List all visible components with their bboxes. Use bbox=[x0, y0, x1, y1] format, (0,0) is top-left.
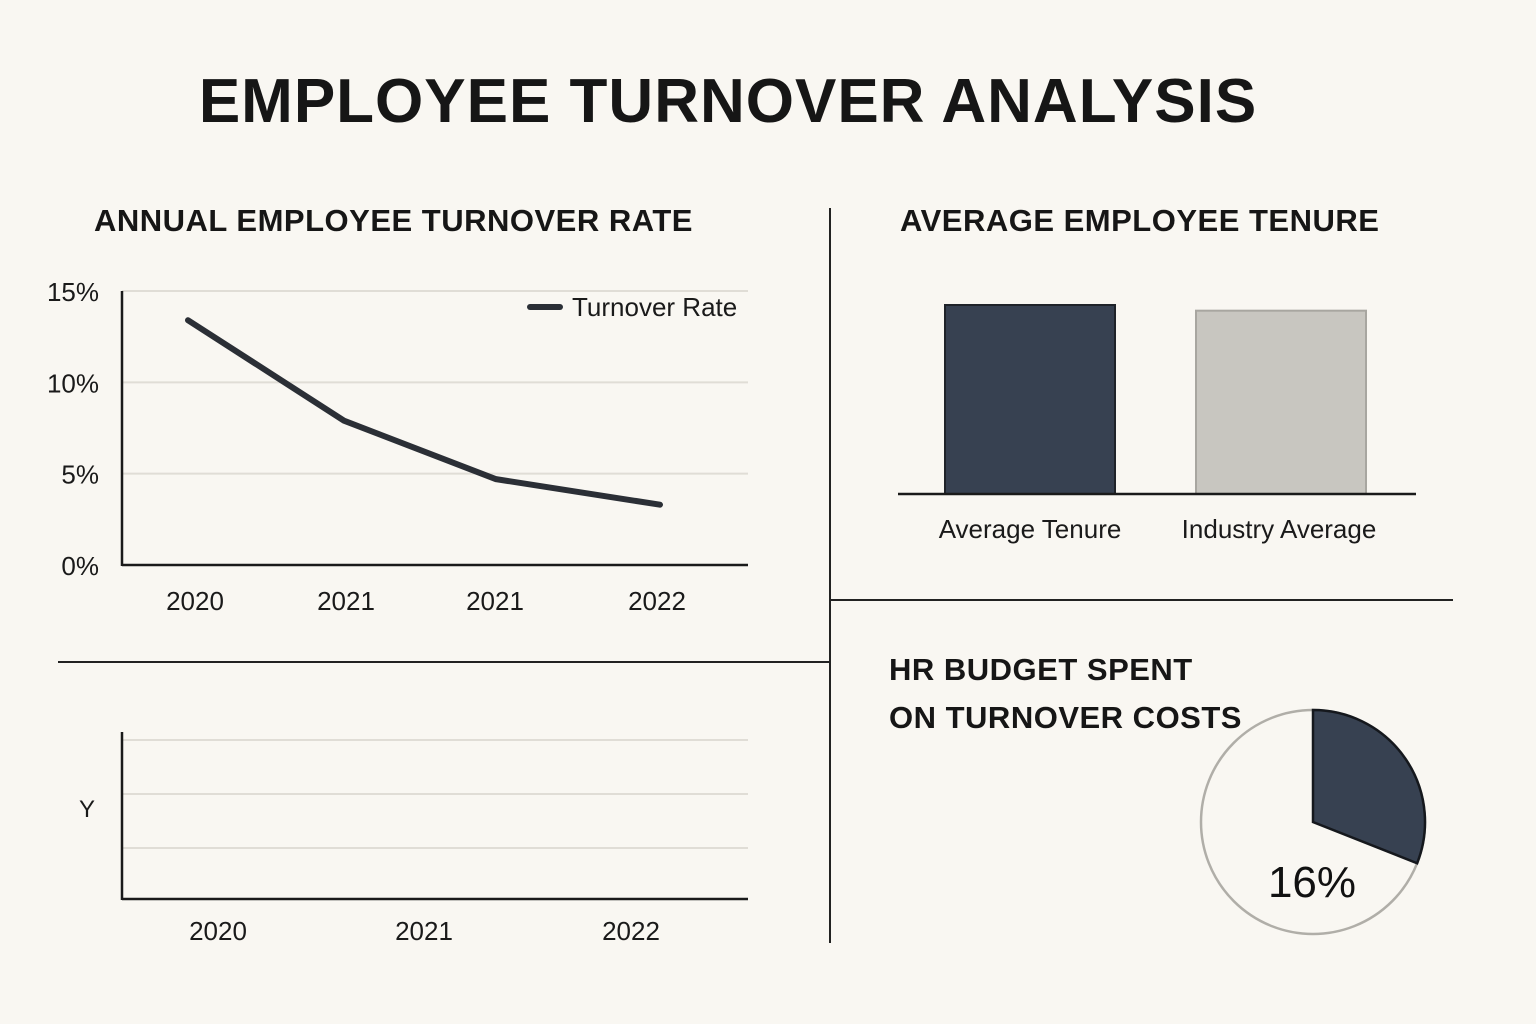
x-tick-label: 2021 bbox=[317, 586, 375, 616]
divider-left-horizontal bbox=[58, 661, 830, 663]
turnover-rate-line bbox=[185, 317, 663, 508]
bar bbox=[1195, 309, 1367, 496]
x-tick-label: 2020 bbox=[189, 916, 247, 946]
turnover-chart-title: ANNUAL EMPLOYEE TURNOVER RATE bbox=[94, 203, 693, 238]
page-title: EMPLOYEE TURNOVER ANALYSIS bbox=[198, 67, 1258, 136]
turnover-line-chart: 0% 5% 10% 15% 2020 2021 2021 2022 Turnover Rate bbox=[47, 277, 748, 616]
bar-category-label: Industry Average bbox=[1182, 514, 1377, 544]
bar-category-label: Average Tenure bbox=[939, 514, 1122, 544]
tenure-chart-title: AVERAGE EMPLOYEE TENURE bbox=[900, 203, 1380, 238]
divider-vertical bbox=[829, 208, 831, 943]
x-tick-label: 2021 bbox=[395, 916, 453, 946]
divider-right-horizontal bbox=[830, 599, 1453, 601]
budget-title-line-1: HR BUDGET SPENT bbox=[889, 652, 1193, 687]
y-tick-label: 5% bbox=[61, 460, 99, 490]
x-tick-label: 2021 bbox=[466, 586, 524, 616]
budget-title-line-2: ON TURNOVER COSTS bbox=[889, 700, 1242, 735]
x-tick-label: 2022 bbox=[628, 586, 686, 616]
y-axis-label: Y bbox=[79, 796, 95, 823]
y-tick-label: 15% bbox=[47, 277, 99, 307]
x-tick-label: 2020 bbox=[166, 586, 224, 616]
y-tick-label: 0% bbox=[61, 551, 99, 581]
empty-line-chart: Y 2020 2021 2022 bbox=[79, 732, 748, 946]
tenure-bar-chart: Average Tenure Industry Average bbox=[898, 304, 1416, 544]
budget-pie-chart: 16% bbox=[1199, 708, 1427, 936]
legend-label: Turnover Rate bbox=[572, 292, 737, 322]
pie-percentage-label: 16% bbox=[1268, 858, 1356, 907]
pie-slice-turnover bbox=[1311, 708, 1427, 865]
x-tick-label: 2022 bbox=[602, 916, 660, 946]
y-tick-label: 10% bbox=[47, 368, 99, 398]
bar bbox=[944, 304, 1116, 495]
budget-chart-title: HR BUDGET SPENT ON TURNOVER COSTS bbox=[889, 646, 1242, 742]
